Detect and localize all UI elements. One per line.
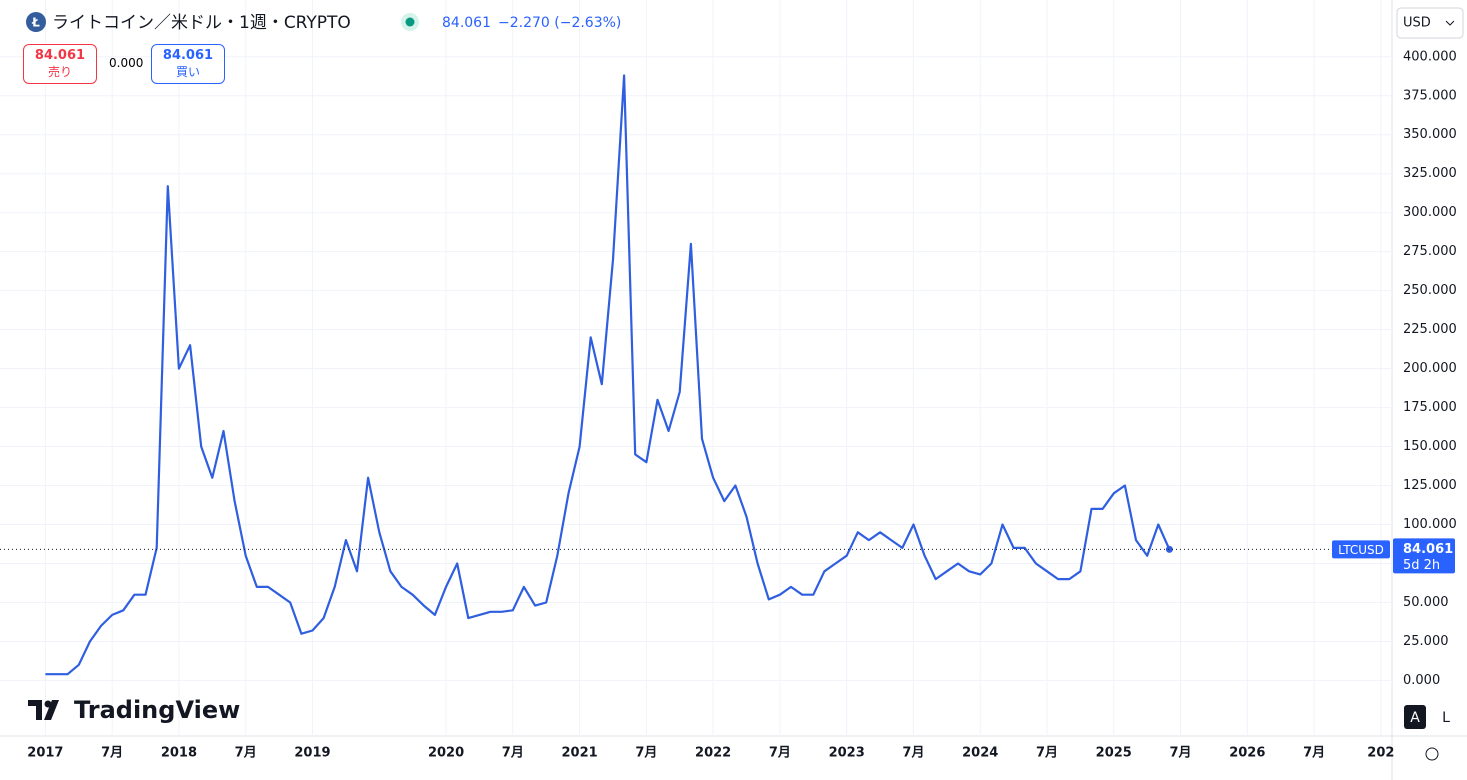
x-tick-label: 2019	[294, 746, 330, 761]
price-line	[45, 74, 1171, 676]
buy-button[interactable]: 84.061 買い	[151, 44, 225, 84]
y-tick-label: 100.000	[1403, 517, 1457, 532]
x-tick-label: 2026	[1229, 746, 1265, 761]
coin-icon	[26, 12, 46, 32]
x-tick-label: 2024	[962, 746, 998, 761]
x-tick-label: 7月	[902, 746, 924, 761]
x-tick-label: 7月	[235, 746, 257, 761]
x-tick-label: 2020	[428, 746, 464, 761]
x-tick-label: 2021	[561, 746, 597, 761]
x-tick-label: 2018	[161, 746, 197, 761]
symbol-tag	[1332, 540, 1390, 559]
y-tick-label: 300.000	[1403, 205, 1457, 220]
settings-icon[interactable]	[1425, 747, 1439, 761]
y-tick-label: 275.000	[1403, 244, 1457, 259]
last-price: 84.061	[442, 15, 491, 31]
x-tick-label: 7月	[502, 746, 524, 761]
x-tick-label: 7月	[1303, 746, 1325, 761]
buy-price: 84.061	[162, 48, 214, 63]
countdown-label: 5d 2h	[1403, 558, 1440, 573]
x-tick-label: 2025	[1096, 746, 1132, 761]
y-tick-label: 325.000	[1403, 166, 1457, 181]
x-tick-label: 2022	[695, 746, 731, 761]
currency-select[interactable]	[1396, 7, 1464, 39]
last-point	[1165, 545, 1173, 553]
x-tick-label: 2017	[27, 746, 63, 761]
y-tick-label: 50.000	[1403, 595, 1449, 610]
y-tick-label: 250.000	[1403, 283, 1457, 298]
currency-caret	[1445, 20, 1455, 26]
x-tick-label: 2023	[829, 746, 865, 761]
y-tick-label: 150.000	[1403, 439, 1457, 454]
x-tick-label: 7月	[1036, 746, 1058, 761]
sell-button[interactable]: 84.061 売り	[23, 44, 97, 84]
x-tick-label: 202	[1367, 746, 1394, 761]
y-tick-label: 175.000	[1403, 400, 1457, 415]
y-tick-label: 400.000	[1403, 49, 1457, 64]
y-tick-label: 350.000	[1403, 127, 1457, 142]
x-tick-label: 7月	[635, 746, 657, 761]
spread: 0.000	[109, 56, 144, 70]
logo-dot	[44, 700, 52, 708]
x-tick-label: 7月	[1170, 746, 1192, 761]
sell-price: 84.061	[34, 48, 86, 63]
coin-icon-letter: Ł	[31, 16, 40, 30]
y-tick-label: 25.000	[1403, 634, 1449, 649]
y-tick-label: 0.000	[1403, 673, 1440, 688]
price-change: −2.270 (−2.63%)	[498, 15, 621, 31]
logo-text: TradingView	[74, 696, 240, 724]
symbol-title: ライトコイン／米ドル・1週・CRYPTO	[52, 13, 351, 33]
price-tag-label: 84.061	[1403, 542, 1453, 557]
y-tick-label: 200.000	[1403, 361, 1457, 376]
sell-label: 売り	[47, 65, 72, 79]
y-tick-label: 375.000	[1403, 88, 1457, 103]
auto-button[interactable]	[1404, 705, 1426, 729]
symbol-tag-label: LTCUSD	[1338, 543, 1384, 557]
y-tick-label: 225.000	[1403, 322, 1457, 337]
currency-label[interactable]: USD	[1403, 16, 1431, 31]
log-label[interactable]: L	[1442, 710, 1450, 726]
x-tick-label: 7月	[769, 746, 791, 761]
y-tick-label: 125.000	[1403, 478, 1457, 493]
status-dot	[405, 17, 415, 27]
price-tag	[1393, 538, 1455, 574]
auto-label[interactable]: A	[1410, 710, 1420, 726]
buy-label: 買い	[175, 65, 200, 79]
x-tick-label: 7月	[101, 746, 123, 761]
